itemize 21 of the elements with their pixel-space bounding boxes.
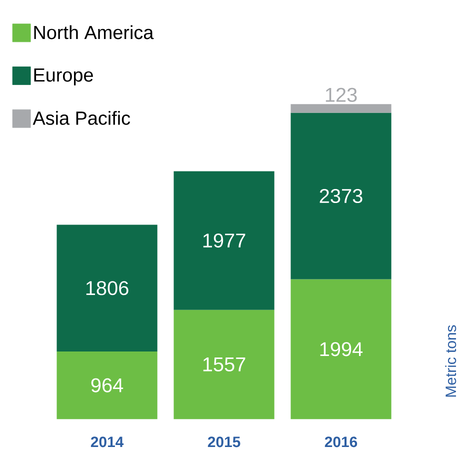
x-tick-label: 2016 xyxy=(324,436,358,448)
data-label: 1557 xyxy=(203,358,246,372)
text: Metric tons xyxy=(445,325,456,397)
data-label: 2373 xyxy=(320,188,362,204)
data-label: 1806 xyxy=(86,281,128,296)
bar xyxy=(290,112,392,280)
legend-label: Europe xyxy=(34,68,93,86)
legend-label: North America xyxy=(34,25,154,40)
bar xyxy=(174,171,274,310)
x-tick-label: 2014 xyxy=(90,436,124,448)
data-label: 964 xyxy=(91,378,124,392)
bar xyxy=(290,104,392,113)
data-label: 123 xyxy=(326,88,357,102)
bar xyxy=(56,224,158,352)
bar xyxy=(56,351,158,420)
bar xyxy=(290,279,392,420)
bar xyxy=(174,310,274,420)
data-label: 1977 xyxy=(203,233,246,248)
legend-label: Asia Pacific xyxy=(32,110,130,125)
data-label: 1994 xyxy=(320,342,363,356)
x-tick-label: 2015 xyxy=(208,436,240,448)
